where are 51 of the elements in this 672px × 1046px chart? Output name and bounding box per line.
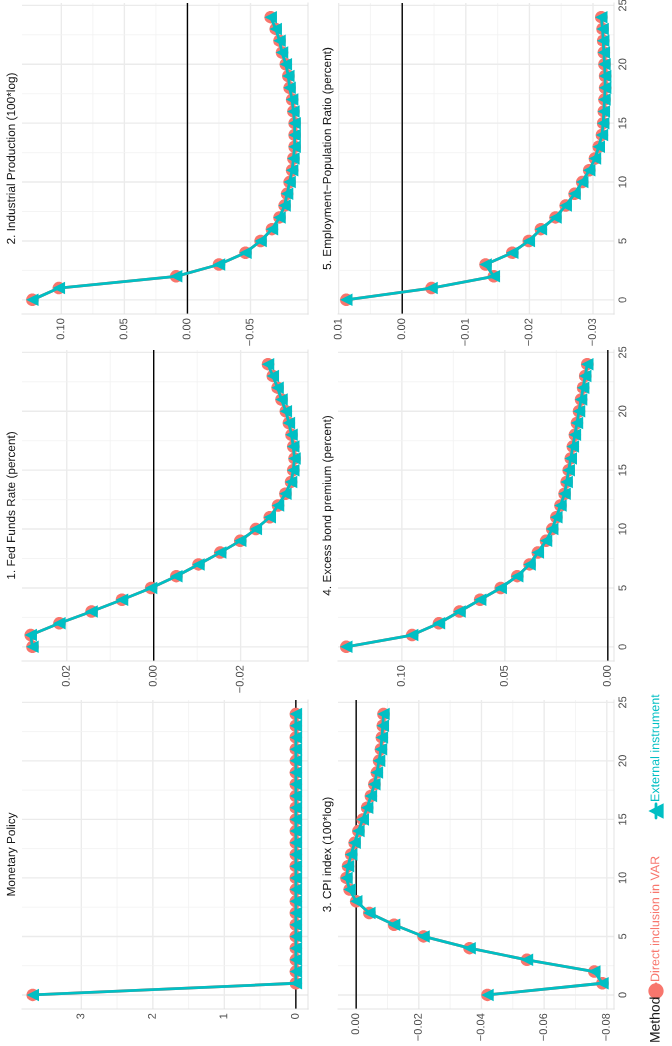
y-tick-label: 25 xyxy=(618,0,627,11)
x-tick-label: 2 xyxy=(147,1013,156,1019)
x-tick-label: 0.00 xyxy=(397,318,406,340)
y-tick-label: 0 xyxy=(618,644,627,650)
x-tick-label: −0.06 xyxy=(539,1013,548,1041)
text: 5. Employment−Population Ratio (percent) xyxy=(322,47,334,270)
y-tick-label: 10 xyxy=(618,523,627,535)
x-tick-label: 0.00 xyxy=(602,665,611,687)
y-tick-label: 5 xyxy=(618,933,627,940)
x-tick-label: −0.04 xyxy=(476,1013,485,1041)
y-tick-label: 0 xyxy=(618,297,627,303)
y-tick-label: 5 xyxy=(618,238,627,244)
x-tick-label: −0.02 xyxy=(413,1013,422,1041)
x-tick-label: −0.03 xyxy=(588,318,596,346)
y-tick-label: 5 xyxy=(618,585,627,591)
x-tick-label: −0.08 xyxy=(601,1013,610,1041)
x-tick-label: 0.10 xyxy=(56,318,65,340)
x-tick-label: 0.00 xyxy=(351,1013,360,1035)
x-tick-label: −0.02 xyxy=(524,318,533,346)
text: 2. Industrial Production (100*log) xyxy=(6,73,18,244)
x-tick-label: 0 xyxy=(290,1013,299,1019)
x-tick-label: −0.05 xyxy=(245,318,254,346)
text: 3. CPI index (100*log) xyxy=(322,797,334,912)
legend-title: Method xyxy=(649,997,660,1042)
y-tick-label: 20 xyxy=(618,58,627,70)
text: 4. Excess bond premium (percent) xyxy=(322,416,334,596)
text: Direct inclusion in VAR xyxy=(650,856,660,981)
text: External instrument xyxy=(650,694,660,801)
y-tick-label: 0 xyxy=(618,992,627,998)
y-tick-label: 25 xyxy=(618,346,627,358)
y-tick-label: 10 xyxy=(618,176,627,188)
text: Monetary Policy xyxy=(6,812,18,896)
y-tick-label: 20 xyxy=(618,405,627,417)
x-tick-label: 3 xyxy=(76,1013,85,1019)
x-tick-label: 0.05 xyxy=(499,665,508,687)
x-tick-label: 0.02 xyxy=(61,665,70,687)
y-tick-label: 15 xyxy=(618,813,627,825)
x-tick-label: −0.01 xyxy=(460,318,469,346)
y-tick-label: 15 xyxy=(618,464,627,476)
y-tick-label: 10 xyxy=(618,872,627,884)
x-tick-label: 0.05 xyxy=(119,318,128,340)
x-tick-label: −0.02 xyxy=(235,665,244,693)
x-tick-label: 0.01 xyxy=(333,318,342,340)
text: 1. Fed Funds Rate (percent) xyxy=(6,432,18,579)
x-tick-label: 1 xyxy=(219,1013,228,1019)
y-tick-label: 25 xyxy=(618,696,627,708)
x-tick-label: 0.10 xyxy=(396,665,405,687)
y-tick-label: 15 xyxy=(618,117,627,129)
y-tick-label: 20 xyxy=(618,755,627,767)
x-tick-label: 0.00 xyxy=(182,318,191,340)
x-tick-label: 0.00 xyxy=(148,665,157,687)
